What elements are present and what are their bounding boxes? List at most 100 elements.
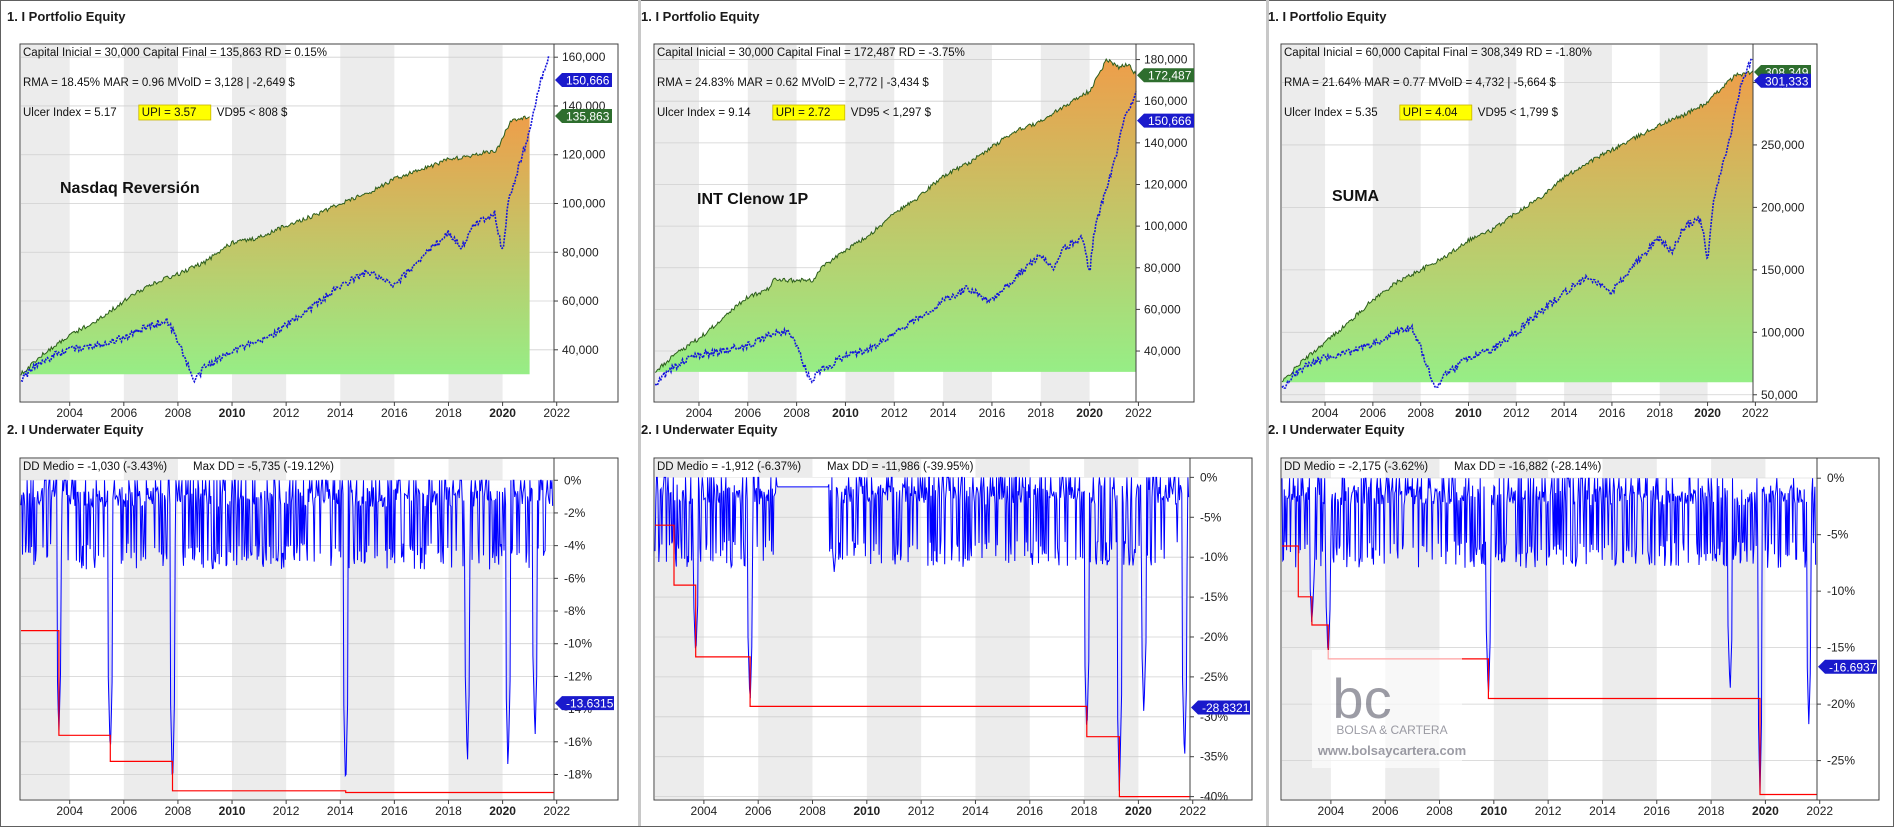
stats-row-capital: Capital Inicial = 30,000 Capital Final =… bbox=[657, 47, 965, 59]
underwater-y-tick-label: -25% bbox=[1200, 670, 1228, 684]
stat-dd-medio: DD Medio = -1,030 (-3.43%) bbox=[23, 461, 167, 473]
equity-y-tick-label: 80,000 bbox=[562, 245, 599, 259]
stat-capital-inicial: Capital Inicial = 60,000 bbox=[1284, 47, 1401, 59]
equity-y-tick-label: 100,000 bbox=[562, 196, 606, 210]
equity-y-tick-label: 180,000 bbox=[1144, 53, 1188, 67]
stat-capital-final: Capital Final = 135,863 bbox=[143, 47, 262, 59]
equity-x-tick-label: 2020 bbox=[1076, 406, 1103, 420]
underwater-y-tick-label: -40% bbox=[1200, 790, 1228, 804]
stats-row-rma: RMA = 24.83% MAR = 0.62 MVolD = 2,772 | … bbox=[657, 77, 929, 89]
underwater-end-marker bbox=[1818, 659, 1877, 674]
underwater-y-tick-label: -5% bbox=[1200, 510, 1222, 524]
stat-rd: RD = 0.15% bbox=[265, 47, 327, 59]
underwater-x-tick-label: 2016 bbox=[381, 804, 408, 818]
equity-x-tick-label: 2016 bbox=[1599, 406, 1626, 420]
equity-x-tick-label: 2012 bbox=[273, 406, 300, 420]
equity-y-tick-label: 80,000 bbox=[1144, 261, 1181, 275]
equity-x-tick-label: 2006 bbox=[1360, 406, 1387, 420]
underwater-y-tick-label: -8% bbox=[564, 604, 586, 618]
underwater-y-tick-label: -4% bbox=[564, 539, 586, 553]
equity-x-tick-label: 2014 bbox=[1551, 406, 1578, 420]
underwater-x-tick-label: 2010 bbox=[1480, 804, 1507, 818]
underwater-y-tick-label: -6% bbox=[564, 571, 586, 585]
stat-upi: UPI = 2.72 bbox=[776, 107, 831, 119]
max-drawdown-line bbox=[655, 524, 1190, 798]
underwater-y-tick-label: -18% bbox=[564, 767, 592, 781]
equity-y-tick-label: 250,000 bbox=[1761, 138, 1805, 152]
underwater-end-label: -13.6315 bbox=[566, 697, 614, 711]
underwater-x-tick-label: 2016 bbox=[1016, 804, 1043, 818]
stats-row-rma: RMA = 21.64% MAR = 0.77 MVolD = 4,732 | … bbox=[1284, 77, 1556, 89]
stat-max-dd: Max DD = -16,882 (-28.14%) bbox=[1454, 461, 1601, 473]
stat-rma: RMA = 18.45% bbox=[23, 77, 100, 89]
equity-x-tick-label: 2018 bbox=[435, 406, 462, 420]
underwater-end-marker bbox=[1191, 700, 1250, 715]
panel-int-clenow-1p: 1. I Portfolio Equity 2. I Underwater Equ… bbox=[641, 9, 1253, 818]
underwater-y-tick-label: 0% bbox=[564, 473, 582, 487]
equity-line bbox=[654, 58, 1137, 373]
underwater-y-tick-label: -10% bbox=[564, 637, 592, 651]
underwater-x-tick-label: 2006 bbox=[745, 804, 772, 818]
panel-nasdaq-reversi-n: 1. I Portfolio Equity 2. I Underwater Equ… bbox=[7, 9, 619, 818]
watermark-backdrop bbox=[1312, 650, 1462, 768]
equity-section-title: 1. I Portfolio Equity bbox=[1268, 9, 1387, 24]
end-value-marker bbox=[1137, 68, 1194, 83]
underwater-y-tick-label: -15% bbox=[1200, 590, 1228, 604]
equity-y-tick-label: 100,000 bbox=[1761, 325, 1805, 339]
underwater-x-tick-label: 2018 bbox=[435, 804, 462, 818]
stats-row-capital: Capital Inicial = 60,000 Capital Final =… bbox=[1284, 47, 1592, 59]
watermark-name: BOLSA & CARTERA bbox=[1336, 723, 1447, 737]
panel-separator bbox=[638, 0, 641, 826]
benchmark-line bbox=[1281, 57, 1754, 389]
stat-capital-inicial: Capital Inicial = 30,000 bbox=[657, 47, 774, 59]
underwater-x-tick-label: 2018 bbox=[1071, 804, 1098, 818]
underwater-x-tick-label: 2022 bbox=[1806, 804, 1833, 818]
underwater-y-tick-label: -15% bbox=[1827, 641, 1855, 655]
equity-y-tick-label: 160,000 bbox=[1144, 94, 1188, 108]
equity-x-tick-label: 2006 bbox=[110, 406, 137, 420]
underwater-y-tick-label: -10% bbox=[1827, 584, 1855, 598]
equity-section-title: 1. I Portfolio Equity bbox=[641, 9, 760, 24]
underwater-end-label: -28.8321 bbox=[1202, 701, 1250, 715]
equity-y-tick-label: 40,000 bbox=[562, 343, 599, 357]
underwater-x-tick-label: 2004 bbox=[56, 804, 83, 818]
end-value-label: 150,666 bbox=[1148, 114, 1192, 128]
equity-y-tick-label: 60,000 bbox=[562, 294, 599, 308]
end-value-marker bbox=[1137, 113, 1194, 128]
underwater-end-marker bbox=[555, 696, 614, 711]
equity-x-tick-label: 2004 bbox=[1312, 406, 1339, 420]
upi-highlight bbox=[772, 104, 846, 121]
year-band bbox=[975, 459, 1030, 799]
underwater-x-tick-label: 2022 bbox=[543, 804, 570, 818]
underwater-x-tick-label: 2018 bbox=[1698, 804, 1725, 818]
watermark-logo: bc bbox=[1332, 667, 1391, 730]
underwater-x-tick-label: 2014 bbox=[962, 804, 989, 818]
equity-y-tick-label: 150,000 bbox=[1761, 263, 1805, 277]
equity-area bbox=[1282, 70, 1753, 383]
stat-dd-medio: DD Medio = -2,175 (-3.62%) bbox=[1284, 461, 1428, 473]
underwater-x-tick-label: 2020 bbox=[1125, 804, 1152, 818]
equity-x-tick-label: 2020 bbox=[1694, 406, 1721, 420]
strategy-label: SUMA bbox=[1332, 188, 1380, 205]
underwater-y-tick-label: -2% bbox=[564, 506, 586, 520]
underwater-x-tick-label: 2012 bbox=[1535, 804, 1562, 818]
equity-x-tick-label: 2008 bbox=[783, 406, 810, 420]
equity-x-tick-label: 2008 bbox=[165, 406, 192, 420]
equity-y-tick-label: 100,000 bbox=[1144, 219, 1188, 233]
stat-vd95: VD95 < 1,799 $ bbox=[1478, 107, 1559, 119]
equity-x-tick-label: 2010 bbox=[1455, 406, 1482, 420]
stat-dd-medio: DD Medio = -1,912 (-6.37%) bbox=[657, 461, 801, 473]
underwater-section-title: 2. I Underwater Equity bbox=[1268, 422, 1405, 437]
underwater-y-tick-label: 0% bbox=[1200, 470, 1218, 484]
underwater-x-tick-label: 2012 bbox=[908, 804, 935, 818]
underwater-y-tick-label: -10% bbox=[1200, 550, 1228, 564]
equity-x-tick-label: 2022 bbox=[1125, 406, 1152, 420]
equity-area bbox=[21, 116, 530, 376]
stat-ulcer: Ulcer Index = 5.35 bbox=[1284, 107, 1378, 119]
equity-x-tick-label: 2016 bbox=[381, 406, 408, 420]
strategy-label: INT Clenow 1P bbox=[697, 191, 808, 208]
underwater-x-tick-label: 2020 bbox=[1752, 804, 1779, 818]
stats-row-capital: Capital Inicial = 30,000 Capital Final =… bbox=[23, 47, 327, 59]
underwater-line bbox=[654, 476, 1190, 791]
